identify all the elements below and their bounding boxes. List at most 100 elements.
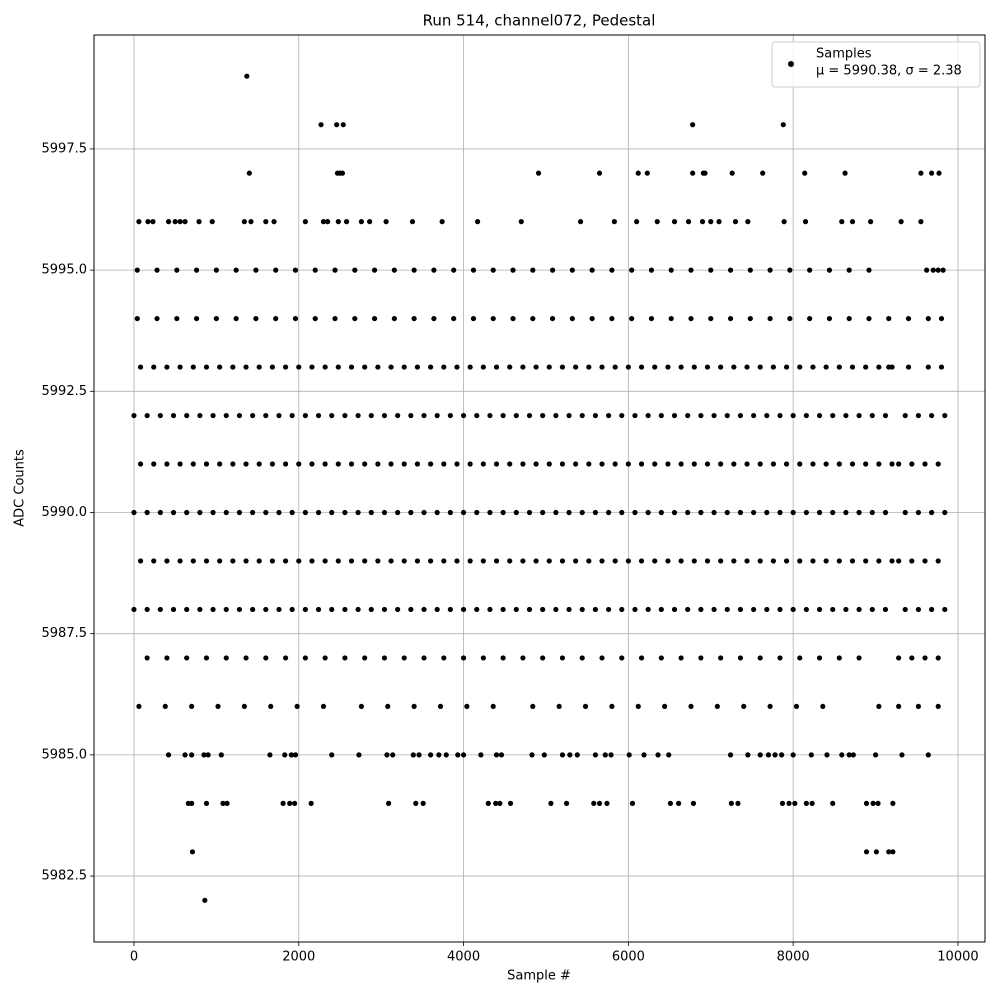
data-point — [368, 509, 374, 516]
data-point — [830, 412, 836, 419]
data-point — [779, 752, 785, 758]
data-point — [704, 558, 711, 564]
data-point — [308, 800, 314, 806]
data-point — [401, 461, 407, 467]
y-axis-label: ADC Counts — [13, 449, 28, 527]
data-point — [589, 267, 595, 273]
data-point — [658, 412, 664, 419]
data-point — [223, 412, 229, 419]
data-point — [460, 655, 467, 661]
data-point — [355, 606, 361, 613]
data-point — [810, 461, 816, 467]
data-point — [470, 315, 477, 322]
data-point — [151, 558, 157, 564]
data-point — [131, 509, 137, 516]
data-point — [165, 752, 172, 758]
data-point — [807, 267, 813, 273]
data-point — [236, 606, 243, 613]
data-point — [757, 461, 763, 467]
data-point — [902, 412, 908, 419]
data-point — [454, 364, 460, 370]
data-point — [638, 558, 645, 564]
data-point — [856, 509, 862, 516]
data-point — [569, 267, 575, 273]
data-point — [849, 219, 856, 225]
data-point — [282, 558, 289, 564]
data-point — [343, 219, 350, 225]
data-point — [210, 412, 216, 419]
data-point — [388, 461, 394, 467]
data-point — [922, 558, 928, 564]
data-point — [863, 558, 869, 564]
data-point — [727, 752, 734, 758]
data-point — [540, 606, 546, 613]
data-point — [872, 752, 879, 758]
data-point — [922, 655, 928, 661]
data-point — [935, 461, 941, 467]
data-point — [164, 655, 170, 661]
data-point — [460, 752, 467, 758]
data-point — [460, 509, 467, 516]
data-point — [882, 509, 889, 516]
data-point — [478, 752, 484, 758]
data-point — [177, 558, 183, 564]
data-point — [276, 412, 282, 419]
data-point — [599, 558, 605, 564]
data-point — [213, 315, 219, 322]
x-tick-label: 0 — [130, 950, 138, 965]
data-point — [375, 364, 381, 370]
data-point — [507, 800, 514, 806]
data-point — [690, 122, 696, 128]
data-point — [711, 509, 717, 516]
data-point — [559, 655, 566, 661]
data-point — [830, 509, 836, 516]
data-point — [182, 219, 188, 225]
data-point — [843, 509, 849, 516]
data-point — [790, 606, 796, 613]
y-tick-label: 5985.0 — [42, 747, 88, 762]
data-point — [215, 703, 221, 710]
data-point — [566, 509, 572, 516]
data-point — [770, 364, 776, 370]
data-point — [434, 509, 440, 516]
data-point — [447, 509, 453, 516]
data-point — [454, 461, 460, 467]
data-point — [548, 800, 554, 806]
data-point — [846, 267, 852, 273]
data-point — [790, 412, 796, 419]
y-tick-label: 5987.5 — [42, 626, 88, 641]
data-point — [451, 267, 457, 273]
data-point — [729, 170, 735, 176]
data-point — [896, 461, 902, 467]
x-tick-label: 10000 — [937, 950, 978, 965]
x-axis-label: Sample # — [507, 969, 571, 984]
data-point — [803, 509, 809, 516]
data-point — [332, 315, 338, 322]
data-point — [922, 461, 928, 467]
data-point — [876, 364, 882, 370]
data-point — [315, 412, 322, 419]
data-point — [470, 267, 477, 273]
data-point — [189, 703, 195, 710]
data-point — [416, 752, 422, 758]
data-point — [282, 655, 289, 661]
data-point — [699, 219, 706, 225]
data-point — [797, 364, 803, 370]
data-point — [541, 752, 547, 758]
data-point — [787, 267, 793, 273]
data-point — [454, 558, 460, 564]
data-point — [592, 412, 599, 419]
data-point — [909, 461, 915, 467]
data-point — [507, 364, 513, 370]
data-point — [154, 315, 160, 322]
data-point — [625, 558, 631, 564]
data-point — [582, 703, 589, 710]
data-point — [165, 219, 172, 225]
data-point — [490, 703, 496, 710]
data-point — [783, 461, 790, 467]
data-point — [731, 461, 737, 467]
data-point — [500, 655, 506, 661]
data-point — [243, 461, 249, 467]
data-point — [698, 412, 704, 419]
data-point — [823, 558, 829, 564]
